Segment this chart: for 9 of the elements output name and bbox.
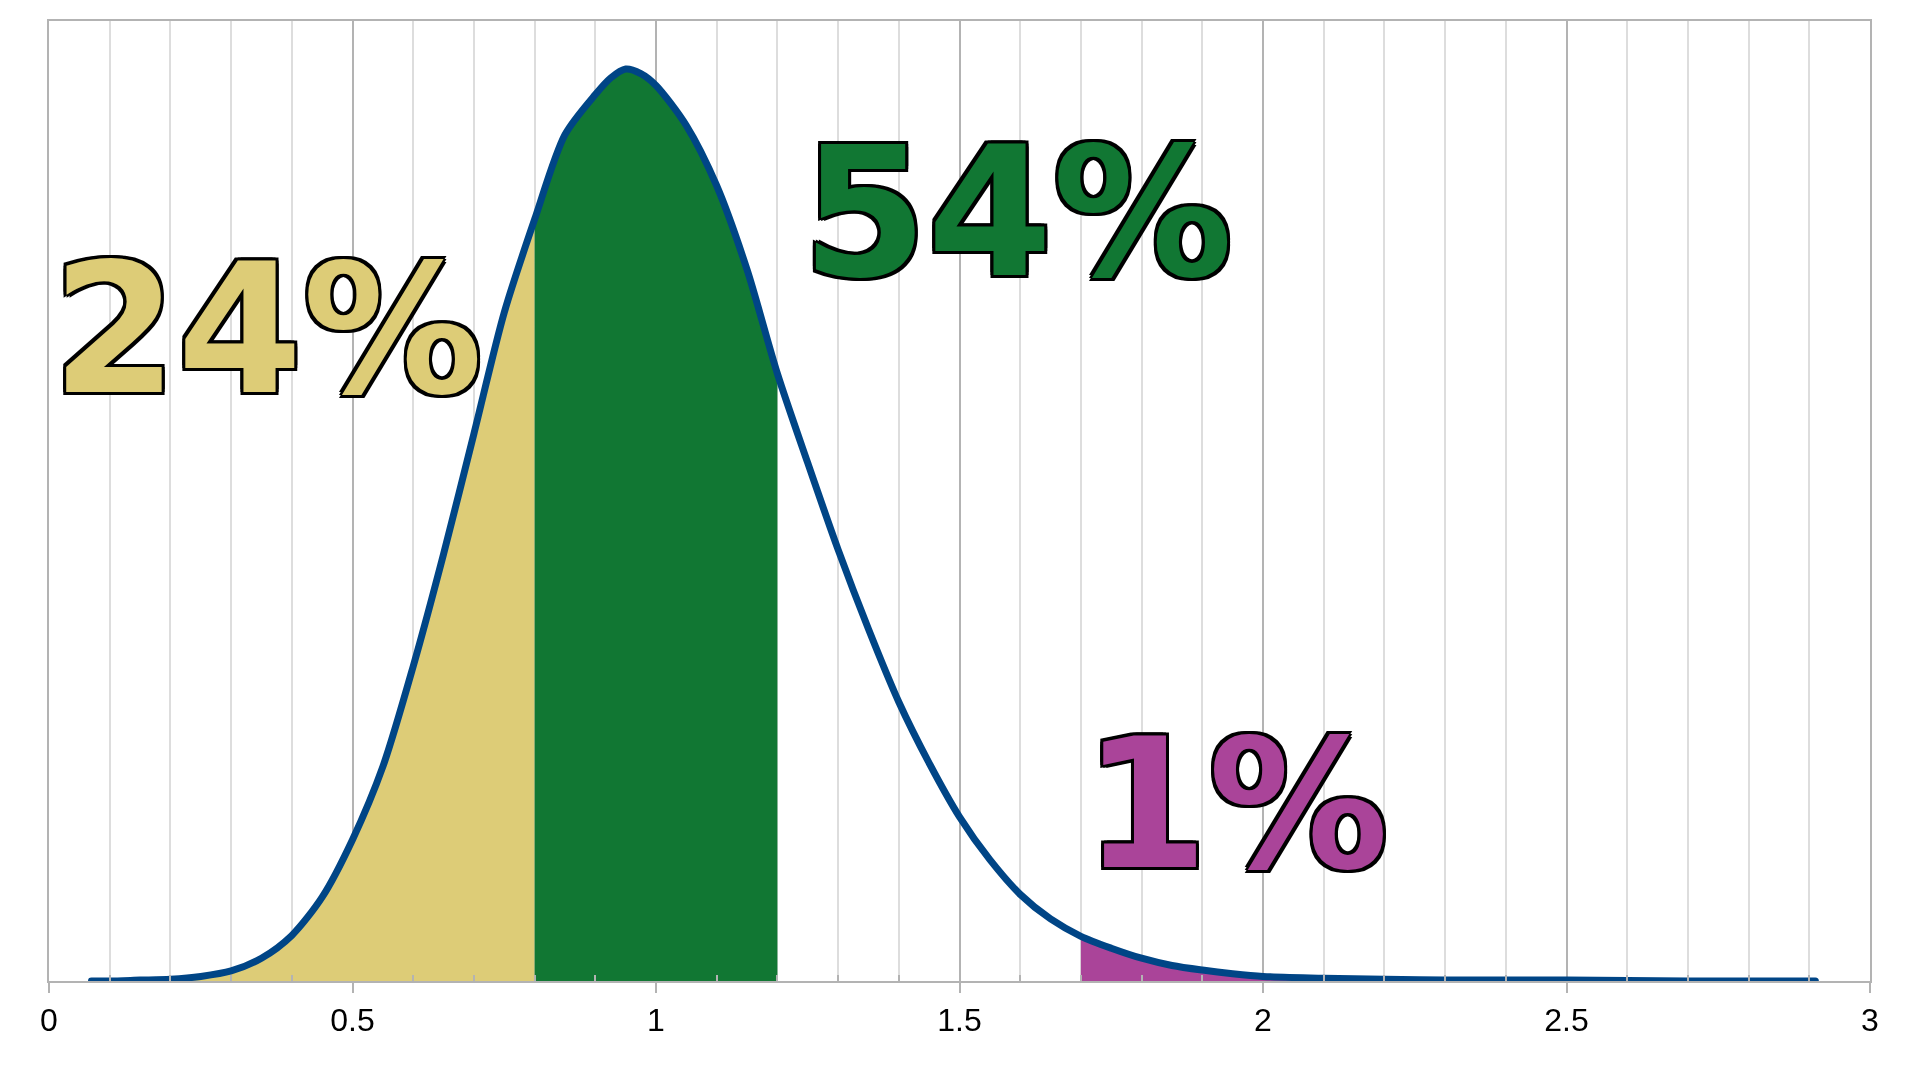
- x-tick-label: 2.5: [1544, 1002, 1589, 1039]
- x-tick-label: 0.5: [330, 1002, 375, 1039]
- x-tick-label: 1: [647, 1002, 665, 1039]
- x-tick-label: 2: [1254, 1002, 1272, 1039]
- x-tick-label: 3: [1861, 1002, 1879, 1039]
- annotation: 54%: [802, 108, 1233, 317]
- annotation: 1%: [1083, 700, 1389, 909]
- x-tick-label: 0: [40, 1002, 58, 1039]
- x-tick-label: 1.5: [937, 1002, 982, 1039]
